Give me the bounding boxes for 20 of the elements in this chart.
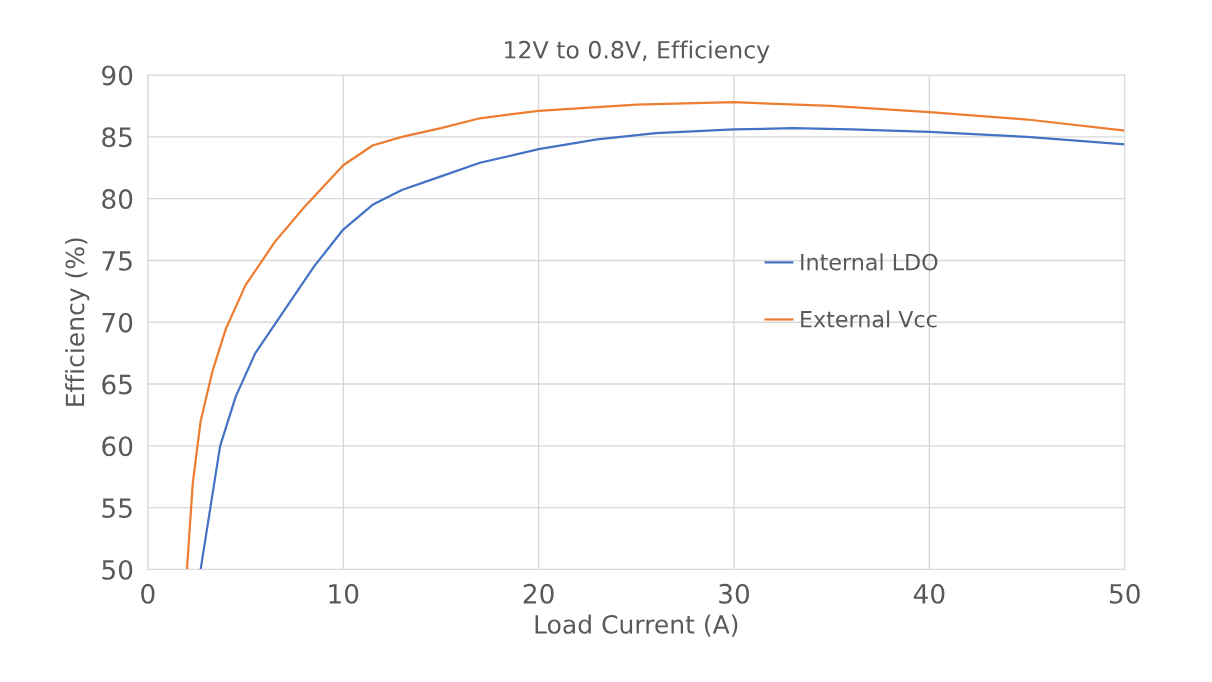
legend-label: External Vcc bbox=[801, 310, 937, 328]
legend-label: Internal LDO bbox=[801, 253, 938, 271]
x-tick-label: 10 bbox=[329, 583, 359, 604]
x-tick-label: 30 bbox=[719, 583, 750, 604]
x-tick-label: 20 bbox=[523, 583, 554, 604]
x-tick-label: 40 bbox=[913, 583, 945, 604]
y-tick-label: 65 bbox=[102, 374, 132, 395]
y-tick-label: 80 bbox=[102, 189, 133, 210]
x-tick-label: 0 bbox=[141, 583, 155, 604]
chart-title: 12V to 0.8V, Efficiency bbox=[505, 40, 770, 64]
y-tick-label: 50 bbox=[102, 559, 133, 580]
y-tick-label: 75 bbox=[102, 251, 132, 271]
y-tick-label: 70 bbox=[102, 312, 133, 333]
y-tick-label: 85 bbox=[102, 127, 132, 148]
y-tick-label: 90 bbox=[102, 65, 133, 86]
y-axis-title: Efficiency (%) bbox=[65, 238, 90, 406]
x-axis-title: Load Current (A) bbox=[535, 614, 738, 637]
y-tick-label: 55 bbox=[102, 498, 132, 519]
x-tick-label: 50 bbox=[1109, 583, 1140, 604]
y-tick-label: 60 bbox=[102, 436, 133, 457]
